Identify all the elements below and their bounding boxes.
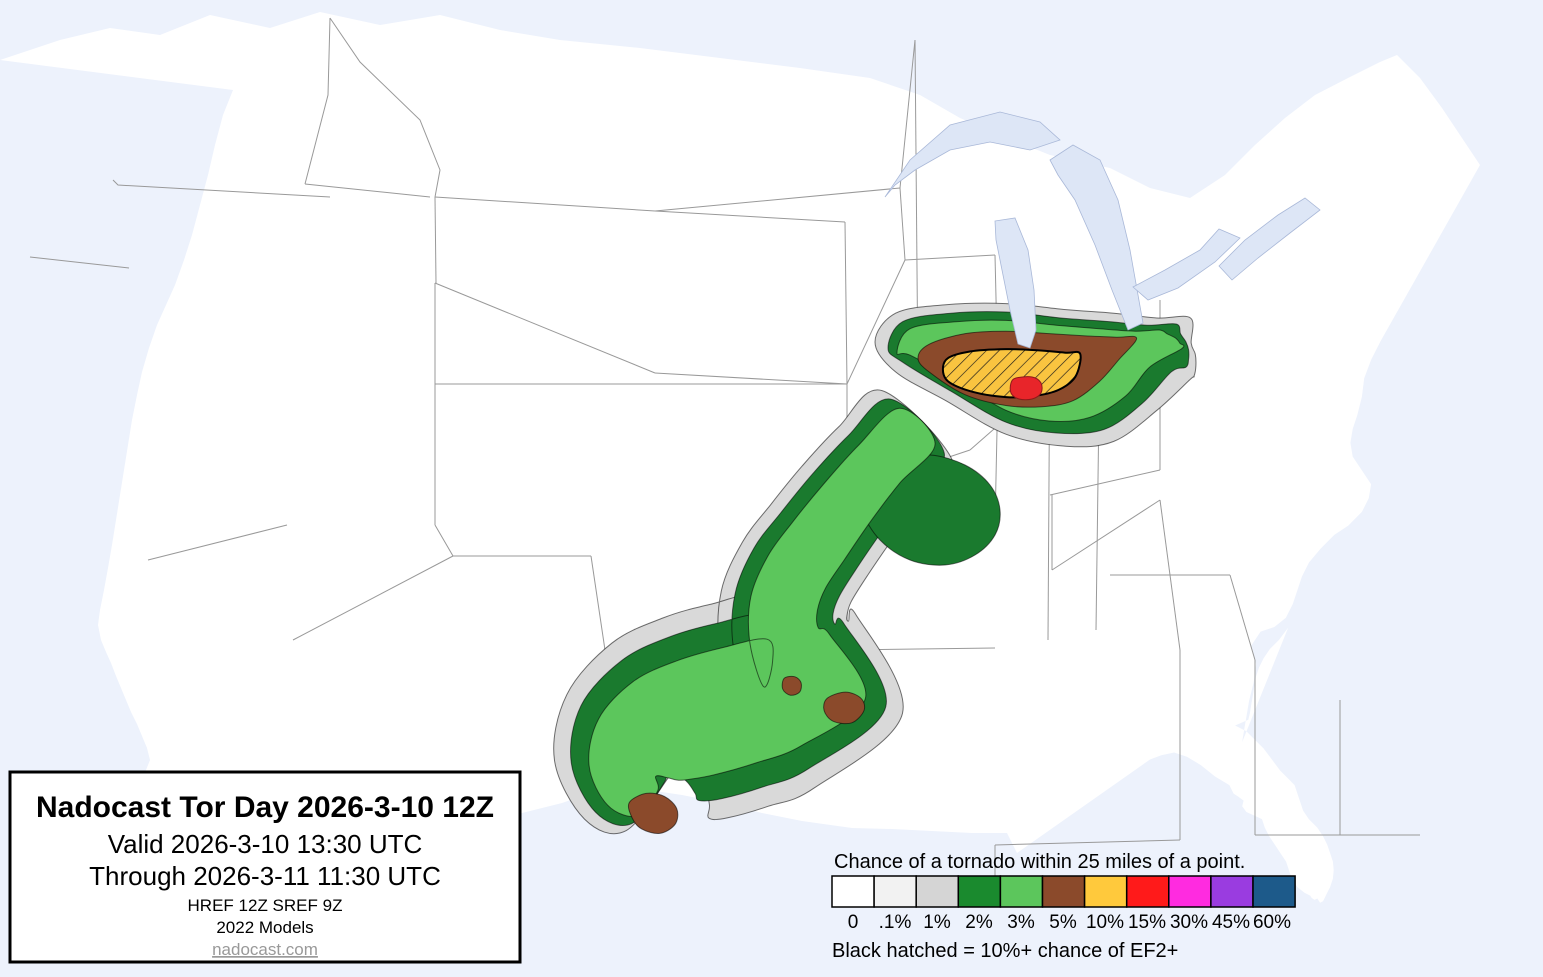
- svg-text:nadocast.com: nadocast.com: [212, 940, 318, 959]
- svg-text:45%: 45%: [1212, 912, 1250, 933]
- svg-text:Black hatched = 10%+ chance of: Black hatched = 10%+ chance of EF2+: [832, 940, 1178, 962]
- svg-text:HREF 12Z SREF 9Z: HREF 12Z SREF 9Z: [188, 896, 343, 915]
- svg-text:Chance of a tornado within 25: Chance of a tornado within 25 miles of a…: [834, 851, 1245, 873]
- svg-text:Through 2026-3-11 11:30 UTC: Through 2026-3-11 11:30 UTC: [89, 861, 441, 891]
- svg-text:15%: 15%: [1128, 912, 1166, 933]
- svg-text:2022 Models: 2022 Models: [216, 918, 313, 937]
- svg-text:5%: 5%: [1049, 912, 1077, 933]
- svg-text:Nadocast Tor Day 2026-3-10 12Z: Nadocast Tor Day 2026-3-10 12Z: [36, 791, 494, 824]
- svg-text:0: 0: [848, 912, 859, 933]
- svg-text:Valid 2026-3-10 13:30 UTC: Valid 2026-3-10 13:30 UTC: [108, 829, 423, 859]
- svg-text:1%: 1%: [923, 912, 951, 933]
- svg-text:.1%: .1%: [879, 912, 912, 933]
- svg-text:3%: 3%: [1007, 912, 1035, 933]
- svg-text:60%: 60%: [1253, 912, 1291, 933]
- svg-text:30%: 30%: [1170, 912, 1208, 933]
- svg-text:10%: 10%: [1086, 912, 1124, 933]
- svg-text:2%: 2%: [965, 912, 993, 933]
